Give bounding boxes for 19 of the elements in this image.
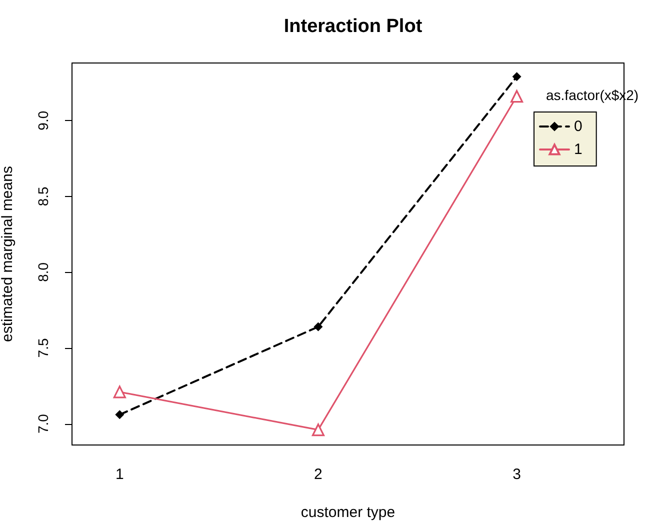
point <box>512 72 522 82</box>
x-tick-label: 3 <box>512 466 521 483</box>
point <box>115 410 124 420</box>
y-tick-label: 9.0 <box>35 110 51 130</box>
y-axis-title: estimated marginal means <box>0 166 16 342</box>
x-tick-label: 2 <box>314 466 322 483</box>
chart-title: Interaction Plot <box>284 16 423 37</box>
x-tick-label: 1 <box>115 466 124 483</box>
legend-label: 0 <box>574 118 582 135</box>
y-tick-label: 8.0 <box>35 262 51 282</box>
point <box>113 386 126 398</box>
point <box>314 322 323 332</box>
y-tick-label: 8.5 <box>35 186 51 206</box>
x-axis-title: customer type <box>300 504 396 521</box>
legend-label: 1 <box>574 141 582 158</box>
point <box>510 90 524 103</box>
y-tick-label: 7.0 <box>35 414 51 434</box>
y-tick-label: 7.5 <box>35 338 51 358</box>
point <box>312 424 325 436</box>
